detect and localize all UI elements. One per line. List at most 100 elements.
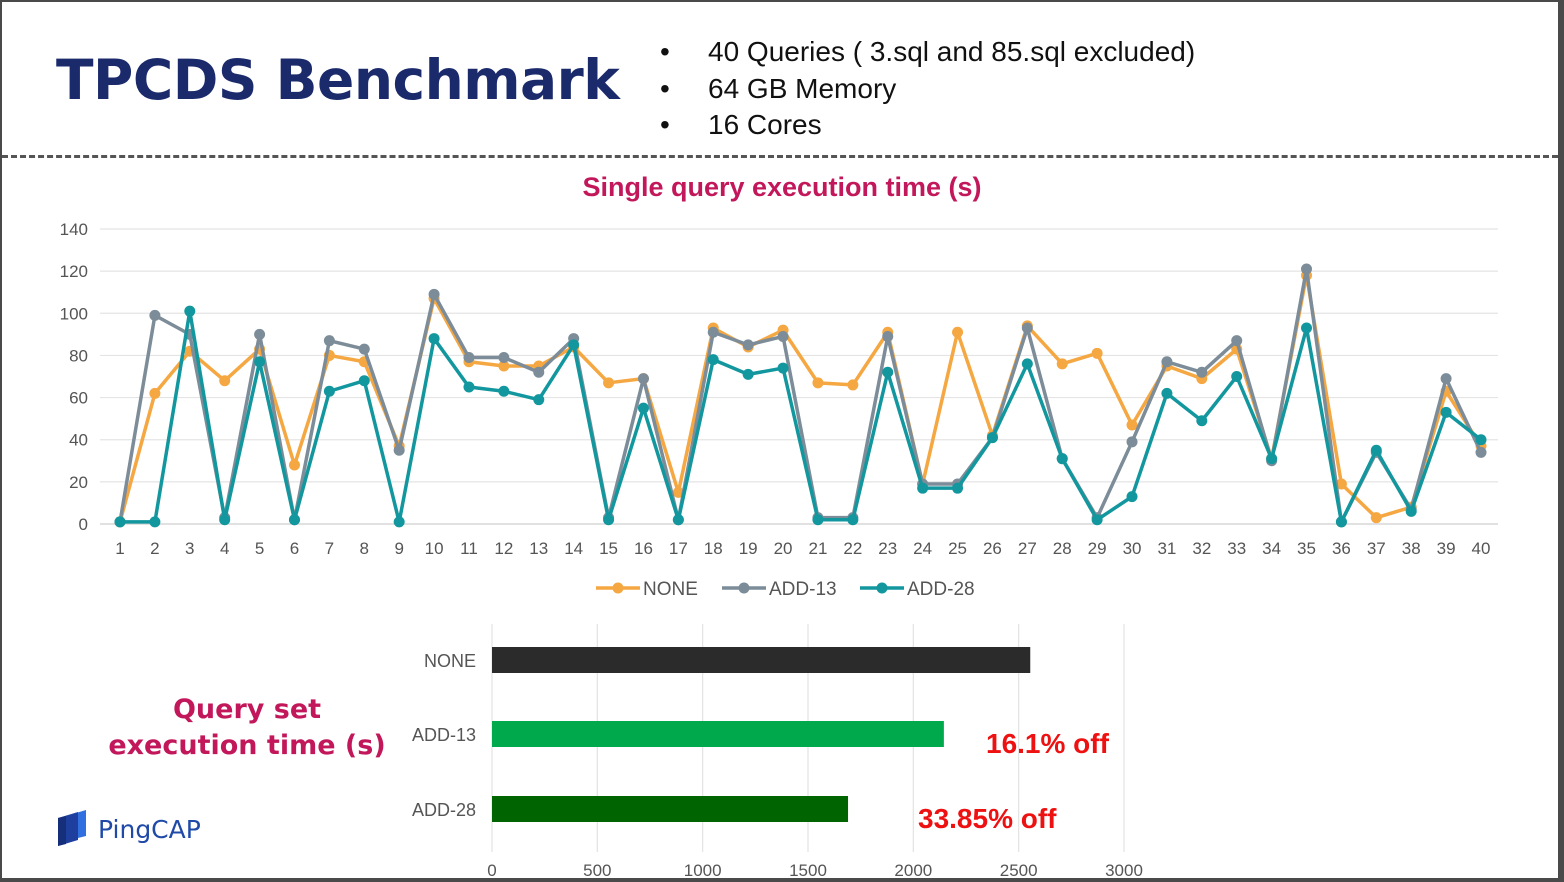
x-tick-label: 25 [948,539,967,558]
data-point [952,326,964,338]
data-point [1196,415,1208,427]
x-tick-label: 1500 [789,861,827,878]
x-tick-label: 8 [360,539,369,558]
bullet-item: • 64 GB Memory [652,71,1195,108]
data-point [1161,356,1173,368]
x-tick-label: 40 [1472,539,1491,558]
data-point [114,516,126,528]
bar-chart-category-labels: NONE ADD-13 ADD-28 [412,651,476,820]
series-add-13 [114,263,1487,528]
x-tick-label: 4 [220,539,229,558]
legend-swatch-marker [612,582,624,594]
data-point [288,459,300,471]
series-none [114,269,1487,528]
series-line [118,273,1483,523]
data-point [568,339,580,351]
data-point [428,288,440,300]
bullet-icon: • [660,72,670,104]
x-tick-label: 1000 [684,861,722,878]
x-tick-label: 9 [394,539,403,558]
x-tick-label: 6 [290,539,299,558]
data-point [393,444,405,456]
x-tick-label: 29 [1088,539,1107,558]
series-line [120,309,1483,524]
x-tick-label: 35 [1297,539,1316,558]
data-point [1091,347,1103,359]
x-tick-label: 21 [808,539,827,558]
x-tick-label: 22 [843,539,862,558]
data-point [288,514,300,526]
bullet-icon: • [660,36,670,67]
data-point [812,514,824,526]
data-point [707,354,719,366]
data-point [463,381,475,393]
data-point [428,333,440,345]
x-tick-label: 3000 [1105,861,1143,878]
data-point [1370,444,1382,456]
x-tick-label: 500 [583,861,611,878]
dashed-divider [2,155,1558,158]
logo: PingCAP [54,810,201,848]
series-add-28 [114,305,1487,528]
data-point [742,368,754,380]
y-tick-label: 60 [69,389,88,408]
data-point [254,328,266,340]
data-point [1335,478,1347,490]
data-point [1126,491,1138,503]
x-tick-label: 12 [494,539,513,558]
slide-title: TPCDS Benchmark [56,48,620,112]
data-point [917,482,929,494]
data-point [637,402,649,414]
x-tick-label: 37 [1367,539,1386,558]
data-point [882,330,894,342]
bar-chart-title: Query set execution time (s) [108,694,386,761]
x-tick-label: 2 [150,539,159,558]
bar-chart-annotations: 16.1% off 33.85% off [918,728,1110,834]
legend-item: ADD-28 [860,579,975,600]
data-point [847,379,859,391]
data-point [952,482,964,494]
data-point [1126,436,1138,448]
data-point [1405,505,1417,517]
bullet-item: • 16 Cores [652,107,1195,144]
x-tick-label: 7 [325,539,334,558]
data-point [323,335,335,347]
legend-item: NONE [596,579,698,600]
x-tick-label: 18 [704,539,723,558]
data-point [777,362,789,374]
x-tick-label: 14 [564,539,583,558]
data-point [219,514,231,526]
bar-chart: NONE ADD-13 ADD-28 0 500 1000 1500 2000 2500 300… [412,624,1143,878]
data-point [1021,322,1033,334]
data-point [149,387,161,399]
bullet-text: 16 Cores [708,109,822,140]
x-tick-label: 13 [529,539,548,558]
data-point [1231,335,1243,347]
x-tick-label: 11 [460,539,478,558]
x-tick-label: 16 [634,539,653,558]
legend-swatch-marker [876,582,888,594]
x-tick-label: 31 [1157,539,1176,558]
data-point [393,516,405,528]
data-point [1301,322,1313,334]
data-point [1475,446,1487,458]
data-point [1231,371,1243,382]
data-point [1440,406,1452,418]
series-line [118,267,1483,524]
x-tick-label: 38 [1402,539,1421,558]
legend-item: ADD-13 [722,579,837,600]
data-point [637,373,649,385]
x-tick-label: 2000 [894,861,932,878]
data-point [323,385,335,397]
bar-none [492,647,1031,673]
legend-label: ADD-28 [907,579,975,600]
data-point [603,514,615,526]
data-point [986,432,998,444]
data-point [498,360,510,372]
y-tick-label: 80 [69,346,88,365]
bar-chart-x-axis: 0 500 1000 1500 2000 2500 3000 [487,861,1143,878]
data-point [1196,366,1208,378]
legend-swatch-marker [738,582,750,594]
x-tick-label: 15 [599,539,618,558]
